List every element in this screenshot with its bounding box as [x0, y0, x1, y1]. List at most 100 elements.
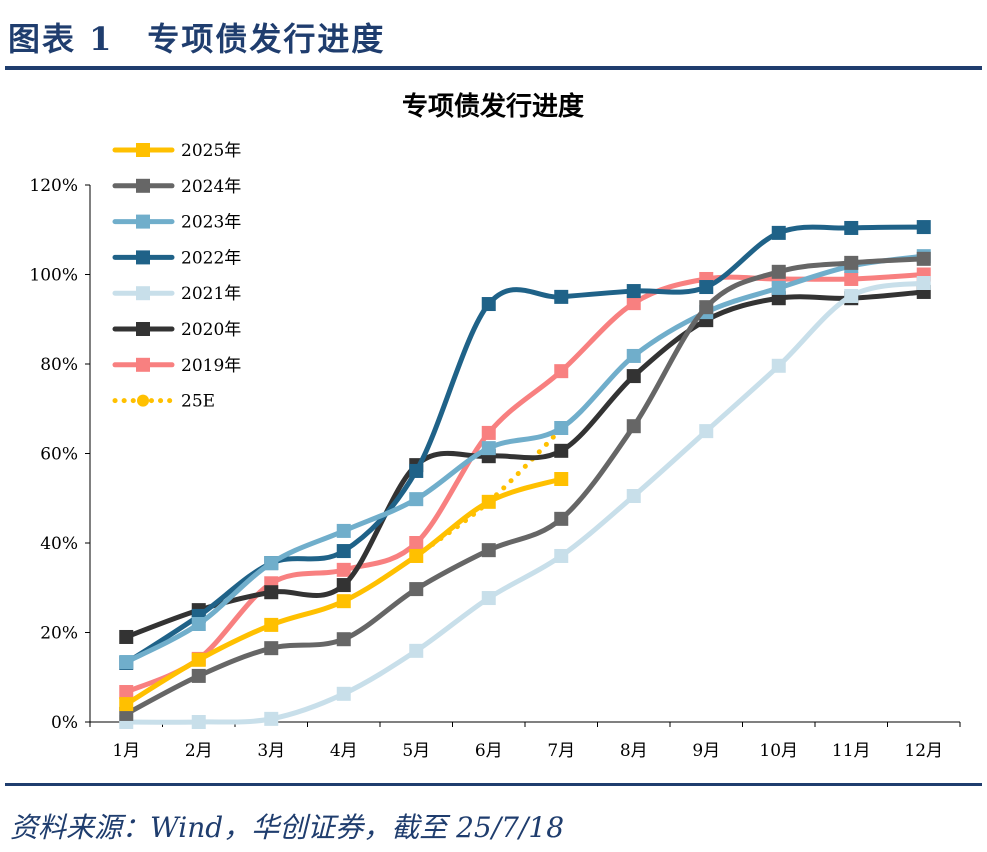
data-point-2024年 [771, 264, 786, 279]
data-point-2020年 [554, 443, 569, 458]
x-tick-label: 5月 [402, 741, 430, 761]
bottom-rule [5, 783, 982, 786]
data-point-2022年 [554, 289, 569, 304]
data-point-2019年 [481, 425, 496, 440]
data-point-2021年 [264, 711, 279, 726]
data-point-2021年 [481, 591, 496, 606]
data-point-2020年 [336, 578, 351, 593]
data-point-2025年 [554, 472, 569, 487]
x-tick-label: 11月 [832, 741, 871, 761]
data-point-2023年 [554, 420, 569, 435]
data-point-2024年 [554, 511, 569, 526]
data-point-2019年 [336, 562, 351, 577]
y-tick-label: 120% [29, 176, 78, 196]
data-point-2023年 [264, 556, 279, 571]
data-point-2024年 [191, 668, 206, 683]
data-point-2025年 [191, 652, 206, 667]
data-point-2025年 [409, 548, 424, 563]
legend-label: 2022年 [181, 248, 241, 268]
x-tick-label: 3月 [257, 741, 285, 761]
legend-marker [136, 214, 150, 229]
legend-marker [136, 178, 150, 193]
data-point-2023年 [481, 441, 496, 456]
legend-label: 2021年 [181, 284, 241, 304]
top-rule [5, 66, 982, 70]
data-point-2021年 [554, 548, 569, 563]
legend-label: 2024年 [181, 177, 241, 197]
data-point-2022年 [699, 280, 714, 295]
legend-marker [136, 322, 150, 336]
data-point-2024年 [699, 300, 714, 315]
legend-label: 2020年 [181, 320, 241, 340]
y-tick-label: 60% [40, 445, 78, 465]
source-note: 资料来源：Wind，华创证券，截至 25/7/18 [10, 811, 565, 844]
x-tick-label: 10月 [759, 741, 798, 761]
x-tick-label: 2月 [185, 741, 213, 761]
data-point-2024年 [626, 419, 641, 434]
data-point-2021年 [771, 358, 786, 373]
data-point-2024年 [844, 255, 859, 270]
legend-label: 2023年 [181, 213, 241, 233]
data-point-2023年 [336, 523, 351, 538]
chart-title: 专项债发行进度 [402, 91, 584, 122]
data-point-2022年 [916, 220, 931, 235]
data-point-2021年 [699, 424, 714, 439]
data-point-2022年 [771, 225, 786, 240]
y-tick-label: 100% [29, 266, 78, 286]
data-point-2022年 [409, 463, 424, 478]
y-tick-label: 0% [51, 713, 78, 733]
x-tick-label: 9月 [692, 741, 720, 761]
legend-marker [137, 394, 149, 407]
data-point-2021年 [626, 489, 641, 504]
data-point-2022年 [336, 544, 351, 559]
data-point-2024年 [481, 543, 496, 558]
data-point-2019年 [409, 536, 424, 550]
legend-marker [136, 143, 150, 157]
data-point-2024年 [409, 582, 424, 597]
data-point-2022年 [481, 297, 496, 312]
data-point-2019年 [844, 271, 859, 286]
data-point-2025年 [119, 697, 134, 712]
data-point-2023年 [119, 655, 134, 670]
legend-label: 2025年 [181, 141, 241, 161]
x-tick-label: 4月 [330, 741, 358, 761]
data-point-2024年 [336, 632, 351, 647]
data-point-2020年 [119, 629, 134, 644]
data-point-2021年 [409, 643, 424, 658]
legend-marker [136, 357, 150, 372]
data-point-2022年 [626, 284, 641, 299]
y-tick-label: 80% [40, 355, 78, 375]
data-point-2024年 [916, 251, 931, 266]
data-point-2021年 [191, 715, 206, 729]
x-tick-label: 1月 [112, 741, 140, 761]
x-tick-label: 8月 [620, 741, 648, 761]
data-point-2021年 [336, 686, 351, 701]
data-point-2020年 [626, 369, 641, 384]
data-point-2023年 [771, 280, 786, 295]
legend-label: 25E [181, 392, 215, 412]
data-point-2023年 [409, 492, 424, 507]
data-point-2025年 [481, 494, 496, 509]
y-tick-label: 40% [40, 534, 78, 554]
data-point-2021年 [916, 276, 931, 291]
data-point-2022年 [844, 220, 859, 235]
data-point-2023年 [626, 348, 641, 363]
data-point-2024年 [264, 641, 279, 656]
x-tick-label: 7月 [547, 741, 575, 761]
data-point-2025年 [264, 617, 279, 632]
data-point-2019年 [554, 364, 569, 379]
data-point-2019年 [626, 296, 641, 311]
data-point-2020年 [264, 585, 279, 600]
x-tick-label: 12月 [904, 741, 943, 761]
legend-marker [136, 250, 150, 265]
y-tick-label: 20% [40, 624, 78, 644]
data-point-2021年 [844, 288, 859, 303]
data-point-2025年 [336, 594, 351, 609]
figure-title: 图表 1 专项债发行进度 [8, 20, 386, 58]
legend-marker [136, 286, 150, 301]
legend-label: 2019年 [181, 356, 241, 376]
data-point-2019年 [119, 685, 134, 700]
x-tick-label: 6月 [475, 741, 503, 761]
data-point-2023年 [191, 616, 206, 631]
